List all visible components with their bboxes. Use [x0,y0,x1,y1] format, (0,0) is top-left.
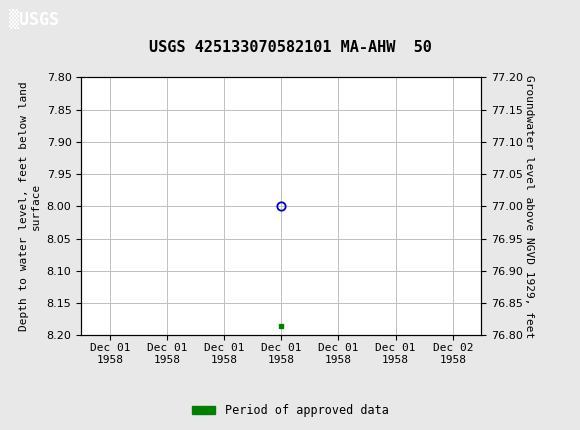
Y-axis label: Groundwater level above NGVD 1929, feet: Groundwater level above NGVD 1929, feet [524,75,534,338]
Text: USGS 425133070582101 MA-AHW  50: USGS 425133070582101 MA-AHW 50 [148,40,432,55]
Text: ▒USGS: ▒USGS [9,9,59,29]
Legend: Period of approved data: Period of approved data [187,399,393,422]
Y-axis label: Depth to water level, feet below land
surface: Depth to water level, feet below land su… [20,82,41,331]
